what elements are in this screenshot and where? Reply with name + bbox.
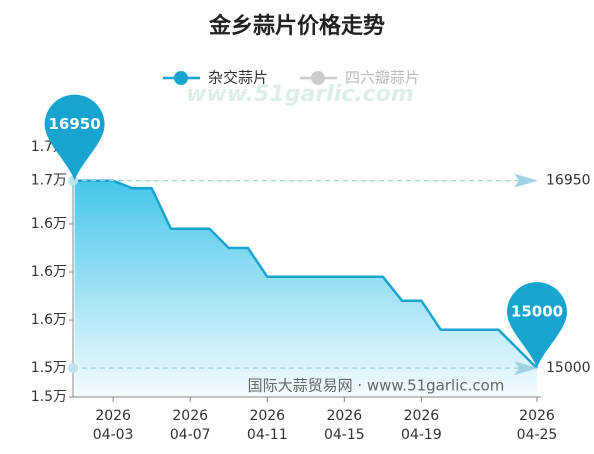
chart-title: 金乡蒜片价格走势	[208, 13, 385, 39]
x-tick-label: 2026	[172, 408, 208, 424]
mark-line-label: 15000	[546, 360, 591, 376]
y-tick-label: 1.6万	[31, 264, 67, 280]
x-tick-label: 04-25	[517, 427, 558, 443]
x-tick-label: 04-19	[401, 427, 442, 443]
mark-point-label: 15000	[511, 303, 563, 321]
x-tick-label: 04-11	[247, 427, 288, 443]
mark-line-arrow	[514, 173, 538, 188]
x-tick-label: 2026	[95, 408, 131, 424]
area	[74, 180, 537, 397]
y-tick-label: 1.5万	[31, 360, 67, 376]
y-tick-label: 1.7万	[31, 173, 67, 189]
x-tick-label: 04-07	[170, 427, 211, 443]
x-tick-label: 04-03	[93, 427, 134, 443]
legend-label: 杂交蒜片	[208, 69, 268, 87]
mark-line-start	[68, 363, 78, 374]
y-tick-label: 1.5万	[31, 389, 67, 405]
x-tick-label: 2026	[327, 408, 363, 424]
mark-point	[507, 282, 567, 369]
mark-line-arrow	[514, 361, 538, 376]
legend-marker	[174, 71, 188, 85]
source: 国际大蒜贸易网 · www.51garlic.com	[248, 377, 505, 395]
watermark: www.51garlic.com	[186, 82, 414, 107]
x-tick-label: 04-15	[324, 427, 365, 443]
line	[74, 179, 538, 370]
y-tick-label: 1.6万	[31, 216, 67, 232]
x-tick-label: 2026	[519, 408, 555, 424]
legend-label: 四六瓣蒜片	[345, 69, 420, 87]
mark-point-label: 16950	[49, 115, 101, 133]
x-tick-label: 2026	[404, 408, 440, 424]
x-tick-label: 2026	[249, 408, 285, 424]
mark-point	[44, 94, 105, 181]
legend-marker	[311, 71, 325, 85]
y-tick-label: 1.6万	[31, 312, 67, 328]
mark-line-start	[68, 175, 78, 186]
mark-line-label: 16950	[546, 173, 591, 189]
